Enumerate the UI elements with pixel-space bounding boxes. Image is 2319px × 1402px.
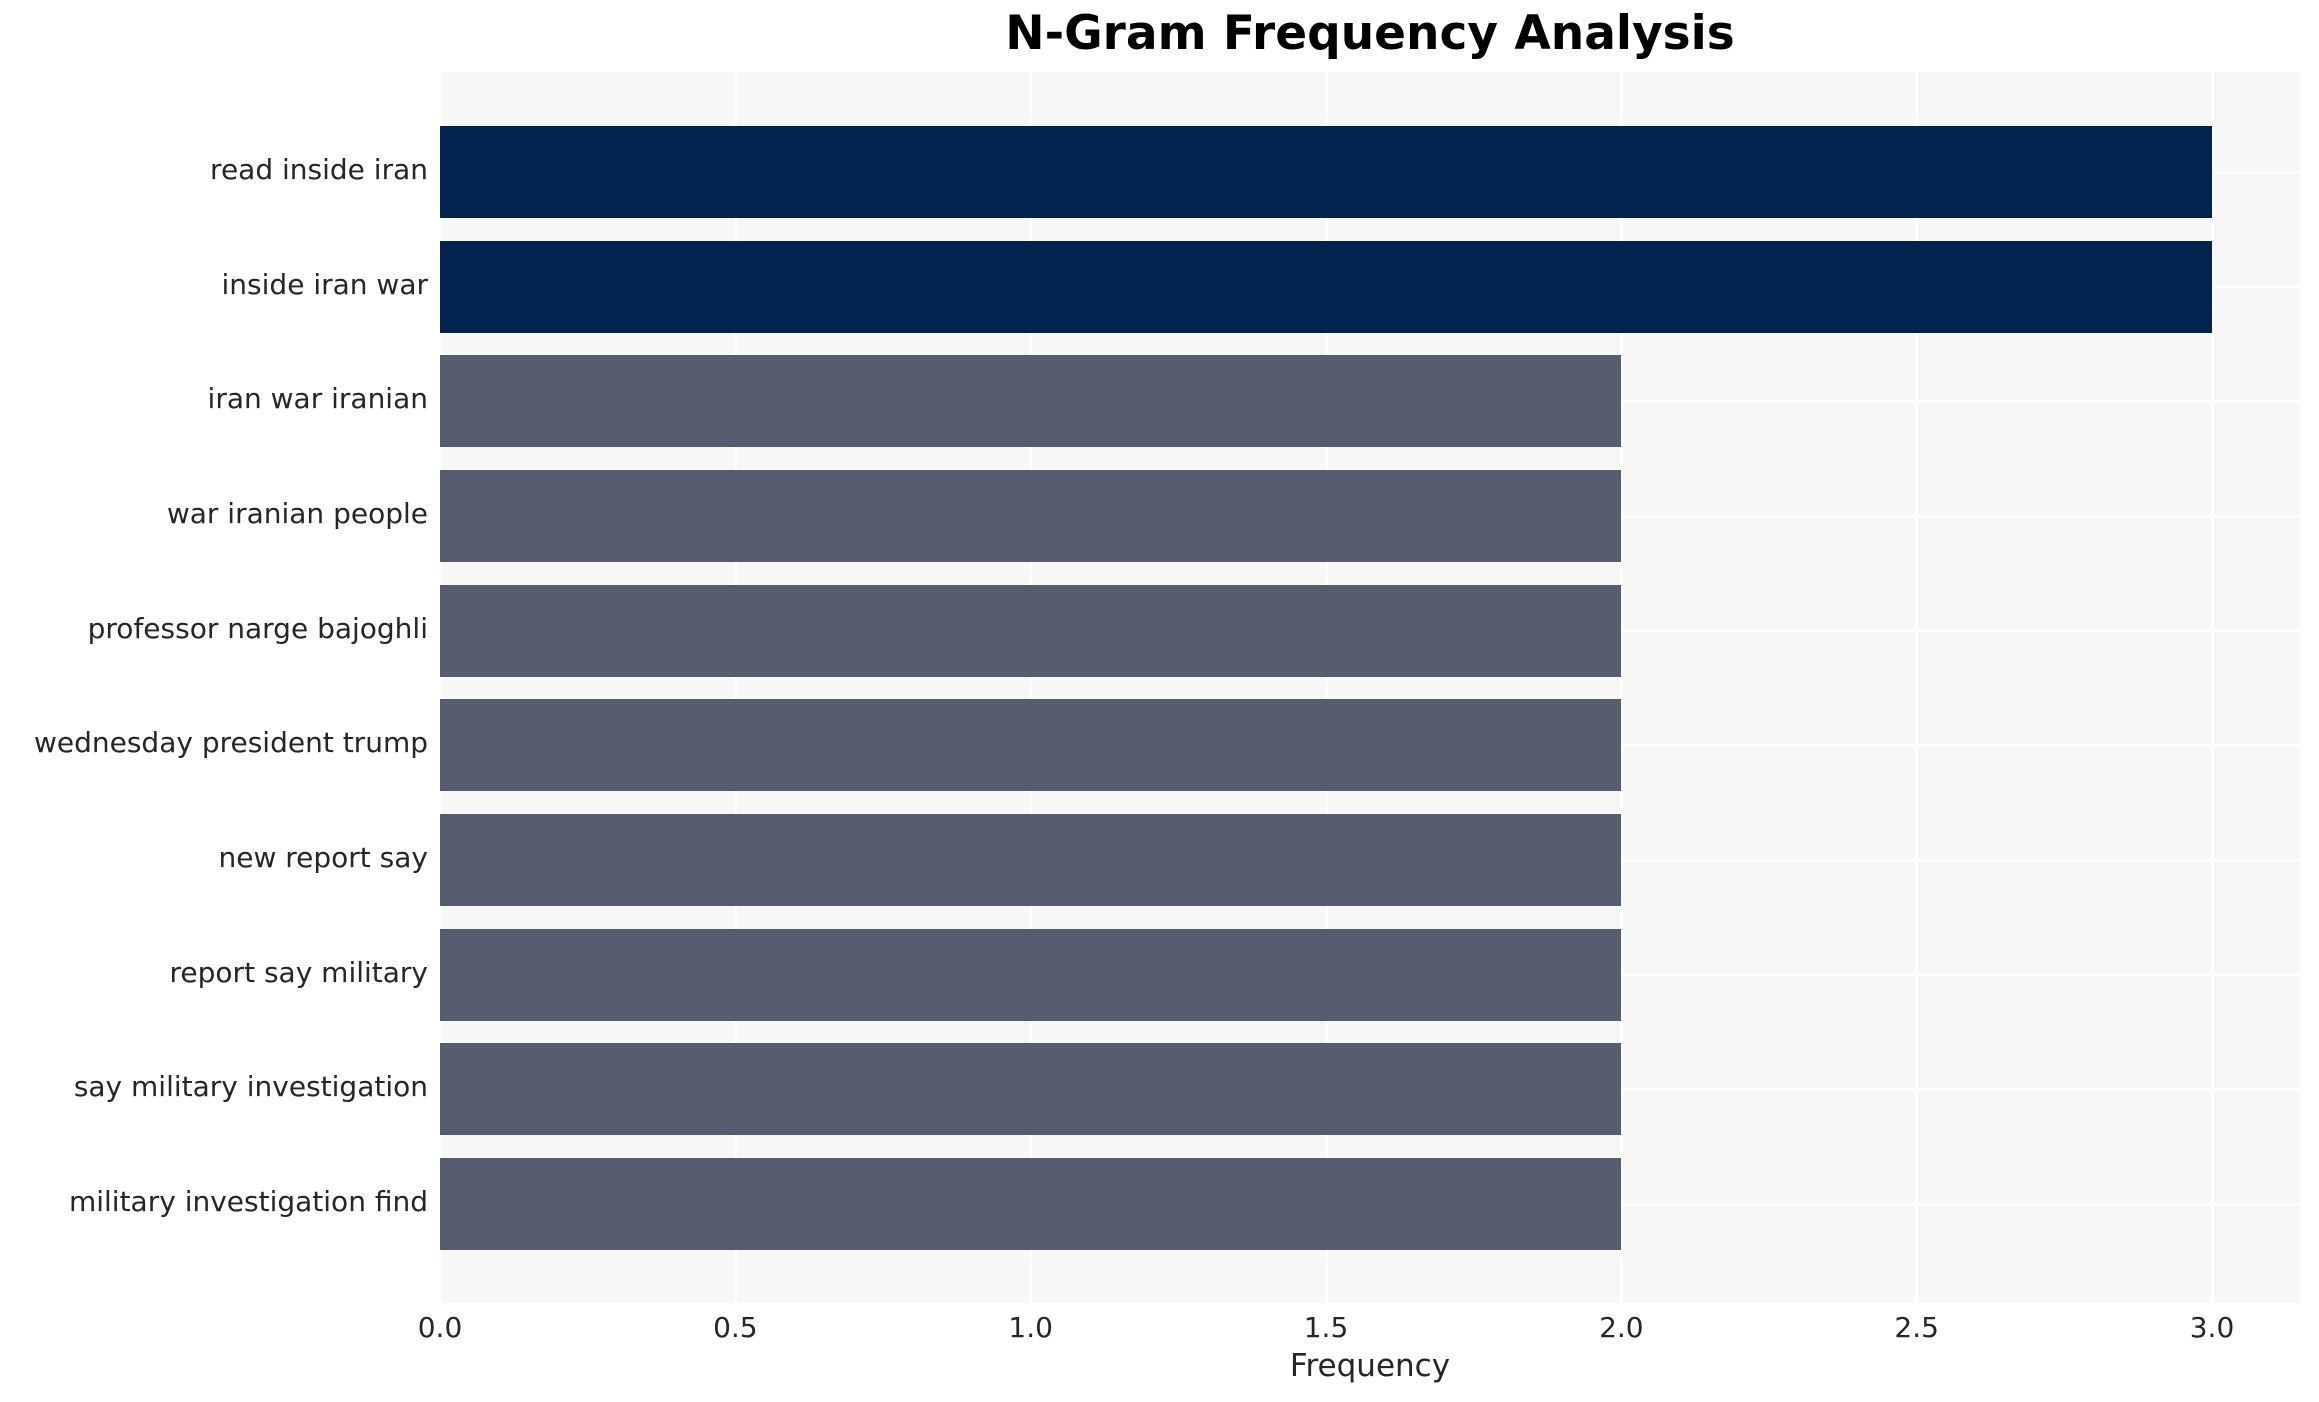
vertical-gridline [2210,72,2214,1303]
x-tick-label: 2.0 [1599,1311,1644,1344]
bar [440,470,1622,562]
bar [440,240,2212,333]
y-axis-label: say military investigation [73,1070,428,1104]
vertical-gridline [1619,72,1623,1303]
y-axis-label: military investigation find [68,1185,428,1219]
vertical-gridline [1915,72,1919,1303]
vertical-gridline [733,72,737,1303]
chart-title: N-Gram Frequency Analysis [1005,6,1735,61]
x-tick-label: 0.0 [417,1311,463,1344]
y-axis-label: report say military [169,955,428,989]
x-tick-label: 0.5 [713,1311,758,1344]
y-axis-label: war iranian people [166,497,428,530]
y-axis-label: iran war iranian [207,382,428,416]
bar [440,1158,1622,1251]
x-tick-label: 1.0 [1008,1311,1053,1344]
bar [440,1043,1622,1136]
x-tick-label: 2.5 [1894,1311,1939,1344]
x-tick-label: 3.0 [2189,1311,2235,1344]
bar [440,584,1622,677]
y-axis-label: inside iran war [221,267,428,301]
bar [440,699,1622,792]
bar [440,126,2212,218]
bar [440,928,1622,1021]
x-tick-label: 1.5 [1303,1311,1349,1344]
vertical-gridline [1324,72,1328,1303]
vertical-gridline [438,72,442,1303]
y-axis-label: wednesday president trump [33,726,428,760]
y-axis-label: new report say [218,841,428,875]
y-axis-label: read inside iran [210,153,428,186]
plot-area [438,72,2300,1303]
bar [440,814,1622,907]
x-axis-label: Frequency [1289,1348,1451,1384]
bar [440,355,1622,448]
y-axis-label: professor narge bajoghli [87,611,428,645]
vertical-gridline [1029,72,1033,1303]
